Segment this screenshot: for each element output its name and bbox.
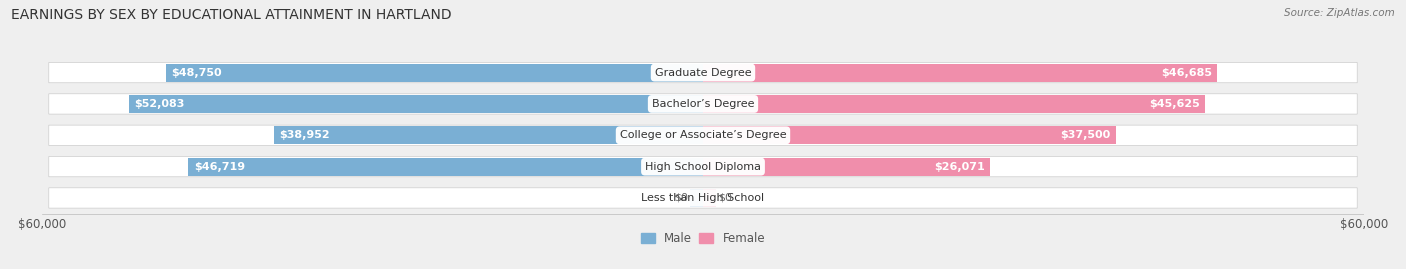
Bar: [129, 95, 703, 113]
Text: EARNINGS BY SEX BY EDUCATIONAL ATTAINMENT IN HARTLAND: EARNINGS BY SEX BY EDUCATIONAL ATTAINMEN…: [11, 8, 451, 22]
Bar: [166, 63, 703, 82]
Text: $46,719: $46,719: [194, 162, 245, 172]
Bar: [703, 126, 1116, 144]
FancyBboxPatch shape: [49, 125, 1357, 146]
Text: Source: ZipAtlas.com: Source: ZipAtlas.com: [1284, 8, 1395, 18]
Text: $0: $0: [673, 193, 688, 203]
Legend: Male, Female: Male, Female: [641, 232, 765, 245]
FancyBboxPatch shape: [49, 62, 1357, 83]
Bar: [703, 189, 716, 207]
Bar: [703, 158, 990, 176]
FancyBboxPatch shape: [49, 188, 1357, 208]
Text: Bachelor’s Degree: Bachelor’s Degree: [652, 99, 754, 109]
Text: $0: $0: [718, 193, 733, 203]
Text: $45,625: $45,625: [1150, 99, 1201, 109]
Bar: [274, 126, 703, 144]
Text: $52,083: $52,083: [135, 99, 186, 109]
Text: $37,500: $37,500: [1060, 130, 1111, 140]
Text: $48,750: $48,750: [172, 68, 222, 77]
FancyBboxPatch shape: [49, 157, 1357, 177]
Text: College or Associate’s Degree: College or Associate’s Degree: [620, 130, 786, 140]
Bar: [703, 95, 1205, 113]
Text: Graduate Degree: Graduate Degree: [655, 68, 751, 77]
Bar: [188, 158, 703, 176]
Text: $46,685: $46,685: [1161, 68, 1212, 77]
Text: Less than High School: Less than High School: [641, 193, 765, 203]
Bar: [703, 63, 1218, 82]
Text: $26,071: $26,071: [934, 162, 984, 172]
Bar: [690, 189, 703, 207]
Text: High School Diploma: High School Diploma: [645, 162, 761, 172]
FancyBboxPatch shape: [49, 94, 1357, 114]
Text: $38,952: $38,952: [280, 130, 330, 140]
